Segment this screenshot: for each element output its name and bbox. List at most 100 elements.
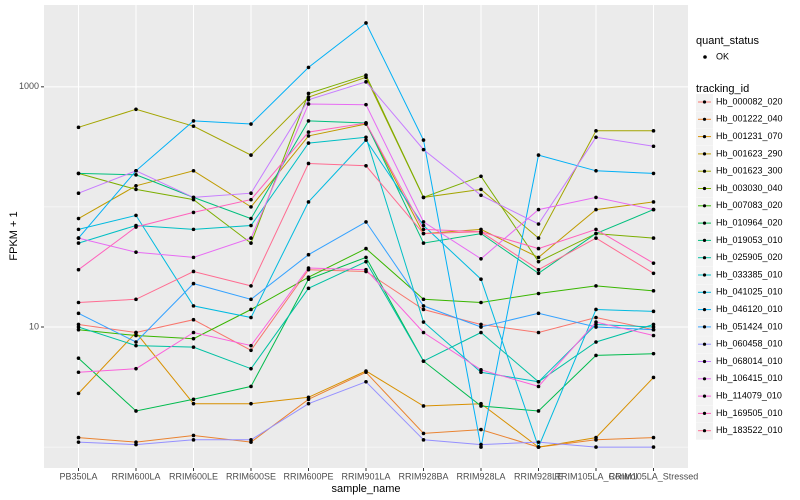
data-point	[306, 161, 311, 166]
data-point	[76, 267, 81, 272]
data-point	[191, 330, 196, 335]
data-point	[536, 267, 541, 272]
data-point	[76, 370, 81, 375]
data-point	[306, 134, 311, 138]
legend-point	[702, 342, 707, 346]
data-point	[191, 119, 196, 123]
legend-point	[702, 290, 707, 294]
data-point	[364, 369, 368, 373]
data-point	[364, 259, 368, 264]
data-point	[594, 435, 598, 440]
data-point	[76, 241, 81, 245]
data-point	[536, 379, 541, 384]
x-tick-label: RRIM105LA_Control	[554, 471, 637, 481]
data-point	[651, 207, 656, 212]
legend-label: Hb_046120_010	[716, 304, 783, 314]
data-point	[191, 227, 196, 232]
data-point	[306, 95, 311, 99]
data-point	[536, 445, 541, 449]
data-point	[364, 21, 368, 25]
legend-point	[702, 152, 707, 156]
data-point	[306, 200, 311, 204]
data-point	[134, 250, 138, 254]
data-point	[536, 236, 541, 240]
legend-label: Hb_041025_010	[716, 287, 783, 297]
data-point	[421, 147, 426, 152]
data-point	[249, 284, 253, 288]
legend-label: Hb_001222_040	[716, 114, 783, 124]
data-point	[76, 171, 81, 176]
data-point	[421, 330, 426, 335]
data-point	[594, 236, 598, 240]
data-point	[651, 200, 656, 204]
data-point	[249, 122, 253, 126]
legend-point	[702, 325, 707, 329]
data-point	[594, 195, 598, 200]
data-point	[536, 271, 541, 276]
data-point	[249, 315, 253, 320]
data-point	[249, 384, 253, 389]
legend-label: OK	[716, 51, 729, 61]
data-point	[536, 311, 541, 316]
data-point	[536, 222, 541, 226]
data-point	[364, 220, 368, 224]
data-point	[421, 438, 426, 442]
legend-label: Hb_000082_020	[716, 96, 783, 106]
data-point	[249, 241, 253, 245]
data-point	[421, 241, 426, 245]
legend-label: Hb_183522_010	[716, 425, 783, 435]
legend-label: Hb_003030_040	[716, 183, 783, 193]
data-point	[651, 171, 656, 176]
data-point	[536, 259, 541, 264]
data-point	[651, 375, 656, 380]
y-axis-label: FPKM + 1	[8, 211, 20, 260]
data-point	[421, 227, 426, 232]
data-point	[536, 384, 541, 389]
data-point	[594, 129, 598, 133]
legend-point	[702, 221, 707, 225]
x-tick-label: RRIM600LE	[169, 471, 218, 481]
data-point	[651, 333, 656, 338]
data-point	[76, 440, 81, 444]
data-point	[536, 330, 541, 335]
data-point	[306, 266, 311, 270]
data-point	[76, 327, 81, 332]
data-point	[594, 315, 598, 320]
data-point	[651, 325, 656, 329]
data-point	[191, 304, 196, 308]
data-point	[76, 435, 81, 440]
legend-label: Hb_068014_010	[716, 356, 783, 366]
data-point	[191, 195, 196, 200]
data-point	[191, 281, 196, 286]
legend-point	[702, 256, 707, 260]
data-point	[306, 102, 311, 106]
data-point	[479, 300, 483, 305]
data-point	[479, 230, 483, 234]
legend-label: Hb_060458_010	[716, 339, 783, 349]
data-point	[421, 320, 426, 324]
data-point	[306, 130, 311, 134]
data-point	[364, 267, 368, 272]
data-point	[134, 333, 138, 338]
data-point	[594, 353, 598, 358]
x-tick-label: RRIM105LA_Stressed	[609, 471, 699, 481]
data-point	[249, 191, 253, 196]
data-point	[306, 65, 311, 70]
legend-label: Hb_001623_290	[716, 148, 783, 158]
data-point	[364, 80, 368, 84]
data-point	[594, 320, 598, 324]
data-point	[479, 227, 483, 232]
data-point	[191, 397, 196, 402]
data-point	[651, 351, 656, 356]
data-point	[249, 153, 253, 157]
data-point	[191, 168, 196, 173]
data-point	[594, 307, 598, 312]
data-point	[134, 442, 138, 447]
data-point	[651, 271, 656, 276]
data-point	[594, 135, 598, 140]
data-point	[191, 269, 196, 274]
data-point	[191, 401, 196, 406]
data-point	[594, 231, 598, 236]
data-point	[249, 401, 253, 406]
